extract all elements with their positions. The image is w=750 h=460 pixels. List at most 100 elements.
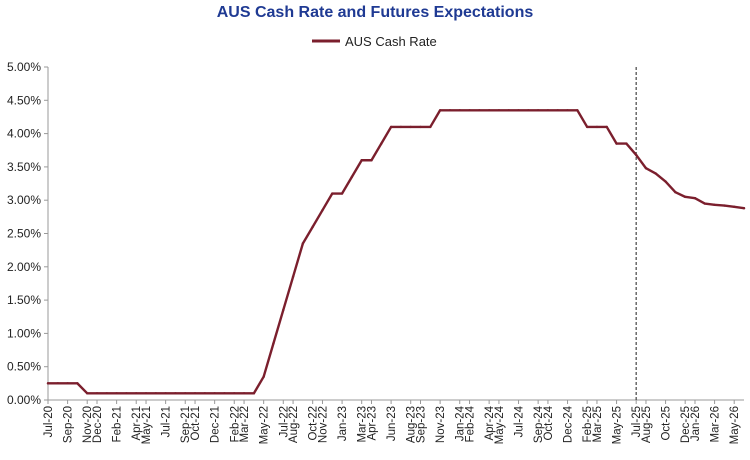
- x-tick-label: Mar-23: [357, 406, 369, 442]
- data-point: [438, 109, 442, 112]
- data-point: [527, 109, 530, 112]
- data-point: [625, 142, 628, 145]
- data-point: [213, 392, 216, 395]
- y-tick-label: 2.00%: [7, 260, 41, 274]
- data-point: [311, 225, 314, 229]
- data-point: [487, 109, 491, 112]
- x-tick-label: May-24: [494, 405, 506, 444]
- data-point: [674, 191, 677, 194]
- x-tick-label: Feb-22: [229, 406, 241, 442]
- data-point: [380, 142, 383, 145]
- x-tick-label: Feb-25: [582, 406, 594, 442]
- data-point: [605, 125, 608, 129]
- data-point: [154, 392, 158, 395]
- data-point: [86, 392, 89, 395]
- data-point: [497, 109, 501, 112]
- x-tick-label: Aug-25: [641, 406, 653, 443]
- x-tick-label: Jan-26: [690, 406, 702, 441]
- data-point: [693, 197, 697, 200]
- x-tick-label: Apr-24: [484, 405, 496, 440]
- x-tick-label: Jul-21: [161, 406, 173, 437]
- x-tick-label: Nov-22: [317, 406, 329, 443]
- data-point: [331, 192, 334, 195]
- chart-title: AUS Cash Rate and Futures Expectations: [217, 4, 534, 21]
- data-point: [174, 392, 177, 395]
- x-tick-label: Sep-21: [180, 406, 192, 443]
- plot-area: [46, 67, 746, 400]
- data-point: [723, 204, 726, 207]
- x-tick-label: Mar-22: [239, 406, 251, 442]
- data-point: [615, 142, 618, 145]
- x-tick-label: Mar-25: [592, 406, 604, 442]
- data-point: [282, 308, 285, 312]
- data-point: [585, 125, 589, 129]
- data-point: [644, 167, 648, 170]
- data-point: [193, 392, 197, 395]
- data-point: [184, 392, 187, 395]
- data-point: [389, 125, 393, 129]
- data-point: [507, 109, 510, 112]
- x-tick-label: Apr-23: [366, 406, 378, 441]
- x-tick-label: Mar-26: [710, 406, 722, 442]
- x-tick-label: May-22: [259, 406, 271, 444]
- data-point: [360, 159, 363, 162]
- data-point: [536, 109, 540, 112]
- data-point: [419, 125, 422, 129]
- data-point: [566, 109, 569, 112]
- data-point: [399, 125, 403, 129]
- data-point: [468, 109, 471, 112]
- data-point: [252, 392, 256, 395]
- data-point: [654, 172, 657, 175]
- data-point: [340, 192, 344, 195]
- x-tick-label: Oct-21: [190, 406, 202, 441]
- legend: AUS Cash Rate: [312, 34, 437, 49]
- data-point: [409, 125, 412, 129]
- data-point: [125, 392, 128, 395]
- data-point: [478, 109, 481, 112]
- data-point: [272, 342, 275, 345]
- data-point: [703, 202, 706, 205]
- data-point: [242, 392, 246, 395]
- y-tick-label: 4.00%: [7, 127, 41, 141]
- data-point: [164, 392, 167, 395]
- data-point: [733, 205, 736, 209]
- y-axis: 0.00% 0.50% 1.00% 1.50% 2.00% 2.50% 3.00% 3.50%…: [7, 60, 49, 407]
- data-point: [56, 382, 59, 385]
- data-point: [144, 392, 148, 395]
- x-tick-label: Dec-20: [92, 406, 104, 443]
- data-point: [576, 109, 579, 112]
- x-tick-label: Oct-25: [661, 406, 673, 441]
- data-point: [76, 382, 79, 385]
- x-tick-label: Sep-24: [533, 405, 545, 443]
- x-tick-label: Oct-24: [543, 405, 555, 440]
- data-point: [301, 242, 305, 245]
- data-point: [429, 125, 432, 129]
- series-line-aus-cash-rate: [46, 109, 746, 395]
- x-tick-label: Aug-22: [288, 406, 300, 443]
- data-point: [223, 392, 226, 395]
- data-point: [713, 203, 716, 207]
- data-point: [742, 206, 746, 210]
- y-tick-label: 3.00%: [7, 193, 41, 207]
- data-point: [46, 382, 50, 385]
- data-point: [105, 392, 109, 395]
- data-point: [291, 275, 295, 278]
- x-tick-label: May-25: [612, 406, 624, 444]
- x-tick-label: Sep-20: [63, 406, 75, 443]
- x-tick-label: Oct-22: [308, 406, 320, 441]
- y-tick-label: 1.50%: [7, 293, 41, 307]
- x-tick-label: Dec-21: [210, 406, 222, 443]
- x-tick-label: Jan-24: [455, 405, 467, 441]
- y-tick-label: 4.50%: [7, 93, 41, 107]
- y-tick-label: 0.00%: [7, 393, 41, 407]
- y-tick-label: 1.00%: [7, 326, 41, 340]
- x-tick-label: Apr-21: [131, 406, 143, 441]
- data-point: [115, 392, 118, 395]
- x-tick-label: Aug-23: [406, 406, 418, 443]
- data-point: [458, 109, 461, 112]
- data-point: [350, 175, 354, 179]
- x-tick-label: Jul-24: [514, 405, 526, 437]
- x-tick-label: Nov-23: [435, 406, 447, 443]
